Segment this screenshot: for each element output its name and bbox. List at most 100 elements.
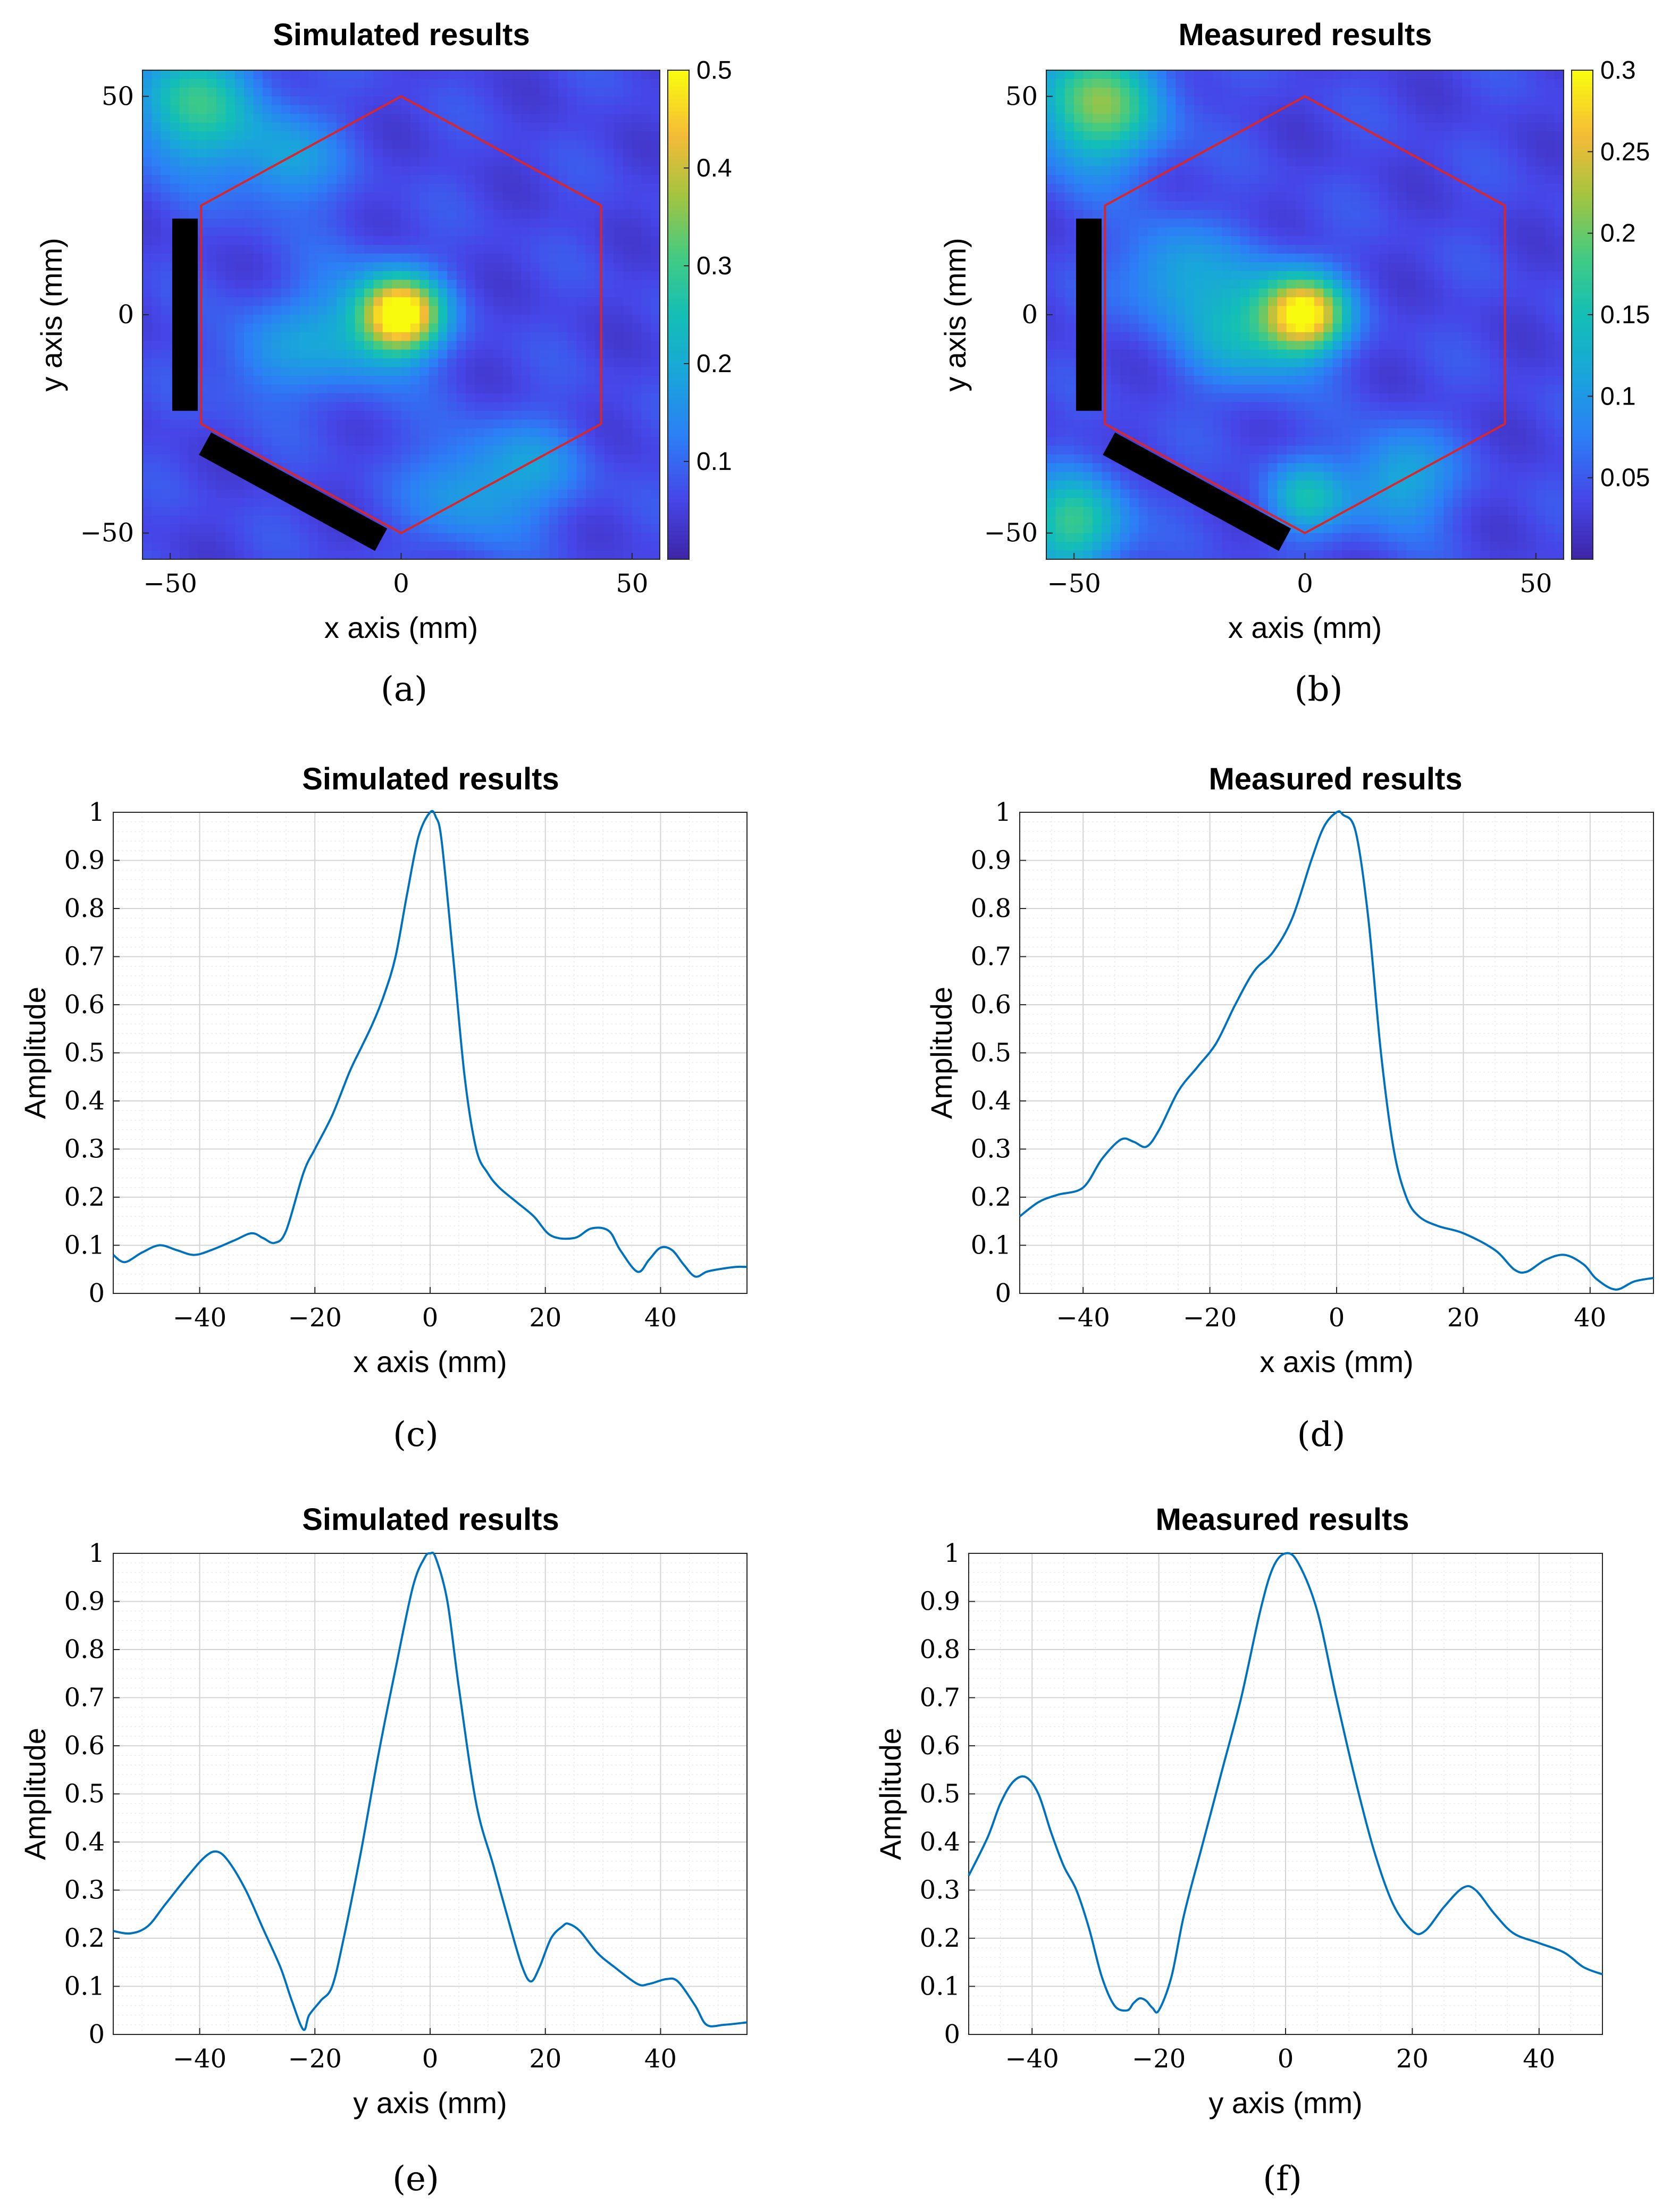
- heatmap-cell: [1176, 157, 1186, 167]
- heatmap-cell: [576, 271, 586, 281]
- heatmap-cell: [595, 262, 605, 272]
- heatmap-cell: [234, 70, 245, 80]
- heatmap-cell: [382, 105, 392, 114]
- heatmap-cell: [244, 114, 254, 123]
- heatmap-cell: [327, 358, 337, 368]
- heatmap-cell: [262, 183, 273, 193]
- heatmap-cell: [1120, 306, 1130, 315]
- heatmap-cell: [1240, 402, 1250, 411]
- heatmap-cell: [1138, 524, 1148, 534]
- heatmap-cell: [567, 131, 577, 141]
- heatmap-cell: [299, 245, 309, 254]
- heatmap-cell: [567, 148, 577, 158]
- heatmap-cell: [1268, 376, 1278, 385]
- heatmap-cell: [207, 254, 217, 263]
- heatmap-cell: [604, 437, 614, 447]
- heatmap-cell: [1268, 315, 1278, 324]
- heatmap-cell: [1120, 122, 1130, 132]
- heatmap-cell: [234, 236, 245, 246]
- heatmap-cell: [170, 96, 180, 106]
- heatmap-cell: [364, 227, 374, 237]
- heatmap-cell: [1240, 428, 1250, 438]
- heatmap-cell: [410, 70, 421, 80]
- heatmap-cell: [1240, 533, 1250, 542]
- heatmap-cell: [1185, 358, 1195, 368]
- heatmap-cell: [355, 393, 365, 403]
- heatmap-cell: [1277, 297, 1287, 307]
- heatmap-cell: [1212, 122, 1222, 132]
- heatmap-cell: [623, 297, 633, 307]
- heatmap-cell: [308, 542, 318, 551]
- heatmap-cell: [336, 481, 347, 490]
- heatmap-cell: [1064, 254, 1074, 263]
- heatmap-cell: [549, 166, 559, 175]
- heatmap-cell: [272, 114, 282, 123]
- heatmap-cell: [484, 70, 494, 80]
- heatmap-cell: [1268, 192, 1278, 202]
- heatmap-cell: [1203, 297, 1213, 307]
- heatmap-cell: [410, 445, 421, 455]
- heatmap-cell: [595, 157, 605, 167]
- heatmap-cell: [392, 175, 402, 184]
- heatmap-cell: [614, 79, 624, 88]
- heatmap-cell: [1240, 209, 1250, 220]
- heatmap-cell: [308, 280, 318, 289]
- heatmap-cell: [1055, 402, 1065, 411]
- heatmap-cell: [1240, 419, 1250, 429]
- heatmap-cell: [272, 419, 282, 429]
- heatmap-cell: [623, 463, 633, 473]
- heatmap-cell: [142, 489, 153, 499]
- heatmap-cell: [1249, 70, 1260, 80]
- heatmap-cell: [281, 428, 291, 438]
- heatmap-cell: [299, 524, 309, 534]
- heatmap-cell: [521, 384, 531, 394]
- heatmap-cell: [198, 428, 208, 438]
- colorbar-swatch: [668, 152, 689, 156]
- heatmap-cell: [1231, 105, 1241, 114]
- heatmap-cell: [253, 550, 263, 560]
- heatmap-cell: [1305, 472, 1315, 481]
- heatmap-cell: [595, 192, 605, 202]
- heatmap-cell: [419, 384, 430, 394]
- heatmap-cell: [142, 428, 153, 438]
- heatmap-cell: [558, 157, 568, 167]
- heatmap-cell: [419, 419, 430, 429]
- heatmap-cell: [234, 410, 245, 420]
- heatmap-cell: [1258, 96, 1269, 106]
- heatmap-cell: [456, 367, 466, 376]
- heatmap-cell: [262, 236, 273, 246]
- heatmap-cell: [382, 315, 392, 324]
- heatmap-cell: [540, 245, 550, 254]
- heatmap-cell: [1120, 481, 1130, 490]
- heatmap-cell: [1092, 166, 1103, 175]
- heatmap-cell: [1314, 148, 1324, 158]
- heatmap-cell: [502, 87, 513, 97]
- heatmap-cell: [281, 341, 291, 350]
- heatmap-cell: [540, 183, 550, 193]
- heatmap-cell: [429, 367, 439, 376]
- heatmap-cell: [327, 367, 337, 376]
- heatmap-cell: [530, 288, 540, 298]
- heatmap-cell: [207, 498, 217, 508]
- heatmap-cell: [502, 463, 513, 473]
- heatmap-cell: [530, 105, 540, 114]
- heatmap-cell: [595, 358, 605, 368]
- heatmap-cell: [1176, 454, 1186, 464]
- heatmap-cell: [456, 131, 466, 141]
- heatmap-cell: [466, 236, 476, 246]
- heatmap-cell: [614, 481, 624, 490]
- heatmap-cell: [484, 157, 494, 167]
- heatmap-cell: [253, 271, 263, 281]
- heatmap-cell: [1092, 515, 1103, 525]
- heatmap-cell: [1194, 87, 1204, 97]
- heatmap-cell: [234, 288, 245, 298]
- heatmap-cell: [1111, 315, 1121, 324]
- heatmap-cell: [632, 122, 642, 132]
- heatmap-cell: [456, 236, 466, 246]
- heatmap-cell: [1314, 410, 1324, 420]
- heatmap-cell: [346, 192, 356, 202]
- heatmap-cell: [567, 524, 577, 534]
- heatmap-cell: [355, 410, 365, 420]
- heatmap-cell: [614, 367, 624, 376]
- heatmap-cell: [1055, 428, 1065, 438]
